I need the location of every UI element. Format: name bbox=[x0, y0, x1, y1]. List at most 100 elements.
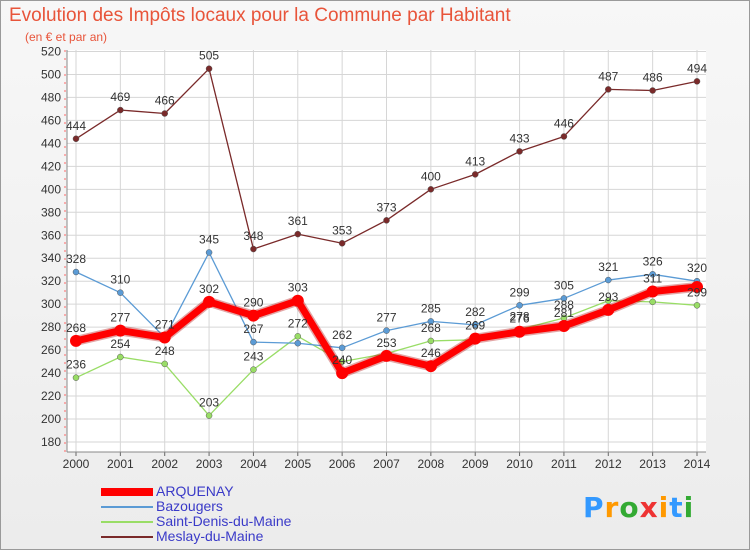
data-point bbox=[561, 133, 567, 139]
data-point bbox=[694, 78, 700, 84]
legend-item-meslay: Meslay-du-Maine bbox=[101, 529, 361, 544]
data-point bbox=[117, 354, 123, 360]
data-point bbox=[206, 413, 212, 419]
x-tick-label: 2010 bbox=[506, 457, 533, 471]
data-label: 353 bbox=[332, 223, 352, 237]
data-label: 413 bbox=[465, 154, 485, 168]
data-label: 271 bbox=[155, 317, 175, 331]
data-point bbox=[250, 339, 256, 345]
data-point bbox=[250, 246, 256, 252]
data-point bbox=[472, 171, 478, 177]
data-label: 444 bbox=[66, 119, 86, 133]
y-tick-label: 200 bbox=[41, 412, 61, 426]
data-point bbox=[514, 326, 526, 338]
x-tick-label: 2002 bbox=[151, 457, 178, 471]
legend-label: ARQUENAY bbox=[156, 484, 234, 499]
data-point bbox=[650, 299, 656, 305]
data-label: 203 bbox=[199, 396, 219, 410]
legend-swatch-arquenay bbox=[101, 488, 153, 496]
y-tick-label: 380 bbox=[41, 205, 61, 219]
brand-letter: o bbox=[619, 491, 639, 524]
data-point bbox=[425, 360, 437, 372]
data-label: 243 bbox=[243, 350, 263, 364]
data-point bbox=[117, 107, 123, 113]
data-label: 254 bbox=[110, 337, 130, 351]
data-label: 288 bbox=[554, 298, 574, 312]
y-tick-label: 480 bbox=[41, 90, 61, 104]
y-tick-label: 360 bbox=[41, 228, 61, 242]
data-label: 487 bbox=[598, 69, 618, 83]
x-tick-label: 2013 bbox=[639, 457, 666, 471]
data-label: 282 bbox=[465, 305, 485, 319]
brand-logo: Proxiti bbox=[583, 491, 694, 524]
data-point bbox=[428, 338, 434, 344]
data-label: 299 bbox=[687, 285, 707, 299]
legend-item-bazougers: Bazougers bbox=[101, 499, 361, 514]
x-tick-label: 2012 bbox=[595, 457, 622, 471]
legend-swatch-meslay bbox=[101, 536, 153, 538]
y-tick-label: 340 bbox=[41, 251, 61, 265]
x-tick-label: 2009 bbox=[462, 457, 489, 471]
brand-letter: x bbox=[640, 491, 659, 524]
data-point bbox=[162, 111, 168, 117]
x-tick-label: 2003 bbox=[196, 457, 223, 471]
data-label: 433 bbox=[510, 131, 530, 145]
data-label: 277 bbox=[376, 311, 396, 325]
data-point bbox=[206, 249, 212, 255]
data-point bbox=[602, 304, 614, 316]
legend-swatch-bazougers bbox=[101, 506, 153, 508]
data-point bbox=[117, 290, 123, 296]
data-point bbox=[114, 325, 126, 337]
data-point bbox=[73, 136, 79, 142]
data-label: 303 bbox=[288, 281, 308, 295]
x-tick-label: 2000 bbox=[63, 457, 90, 471]
data-point bbox=[650, 88, 656, 94]
data-label: 311 bbox=[643, 272, 662, 286]
data-label: 268 bbox=[421, 321, 441, 335]
x-tick-label: 2004 bbox=[240, 457, 267, 471]
data-label: 310 bbox=[110, 273, 130, 287]
y-tick-label: 260 bbox=[41, 343, 61, 357]
data-point bbox=[469, 333, 481, 345]
data-point bbox=[73, 375, 79, 381]
data-label: 348 bbox=[243, 229, 263, 243]
legend-swatch-saint-denis bbox=[101, 521, 153, 523]
data-point bbox=[203, 296, 215, 308]
brand-letter: i bbox=[684, 491, 695, 524]
y-tick-label: 420 bbox=[41, 159, 61, 173]
data-label: 236 bbox=[66, 358, 86, 372]
data-point bbox=[647, 286, 659, 298]
data-label: 320 bbox=[687, 261, 707, 275]
x-tick-label: 2005 bbox=[284, 457, 311, 471]
y-tick-label: 220 bbox=[41, 389, 61, 403]
data-point bbox=[339, 240, 345, 246]
data-point bbox=[206, 66, 212, 72]
data-label: 293 bbox=[598, 290, 618, 304]
x-tick-label: 2001 bbox=[107, 457, 134, 471]
data-label: 494 bbox=[687, 61, 707, 75]
data-point bbox=[428, 186, 434, 192]
data-point bbox=[295, 333, 301, 339]
data-point bbox=[162, 361, 168, 367]
y-tick-label: 520 bbox=[41, 44, 61, 58]
data-label: 328 bbox=[66, 252, 86, 266]
data-point bbox=[250, 367, 256, 373]
data-label: 262 bbox=[332, 328, 352, 342]
y-tick-label: 300 bbox=[41, 297, 61, 311]
chart-legend: ARQUENAY Bazougers Saint-Denis-du-Maine … bbox=[101, 484, 361, 544]
y-tick-label: 460 bbox=[41, 113, 61, 127]
data-label: 345 bbox=[199, 232, 219, 246]
data-point bbox=[336, 367, 348, 379]
data-label: 505 bbox=[199, 49, 219, 63]
data-point bbox=[517, 148, 523, 154]
data-point bbox=[73, 269, 79, 275]
data-label: 466 bbox=[155, 94, 175, 108]
y-tick-label: 320 bbox=[41, 274, 61, 288]
x-tick-label: 2014 bbox=[684, 457, 711, 471]
data-label: 278 bbox=[510, 309, 530, 323]
brand-letter: t bbox=[669, 491, 683, 524]
data-label: 446 bbox=[554, 116, 574, 130]
data-label: 326 bbox=[643, 254, 663, 268]
data-point bbox=[384, 217, 390, 223]
